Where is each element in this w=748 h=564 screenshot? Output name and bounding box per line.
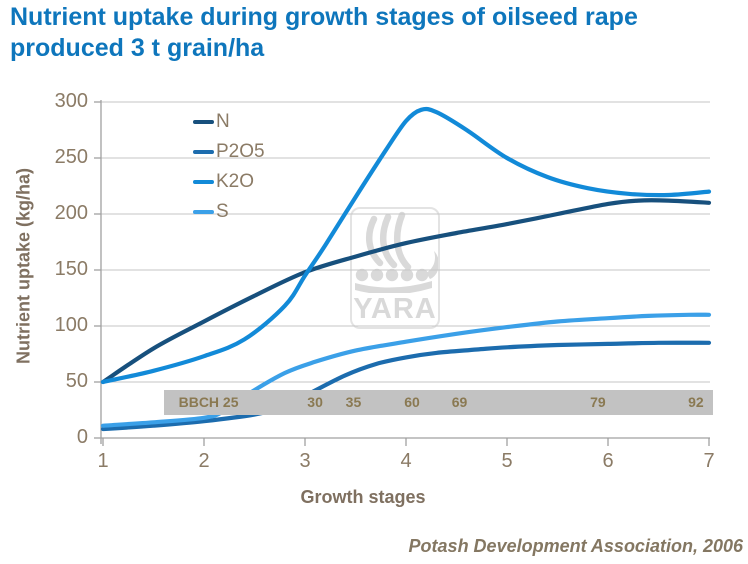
legend-swatch-s: [193, 209, 214, 215]
yara-watermark-text: YARA: [353, 293, 437, 325]
legend-swatch-k2o: [193, 179, 214, 185]
bbch-stage-label: 30: [307, 394, 323, 410]
legend-swatch-n: [193, 119, 214, 125]
series-line-p2o5: [100, 340, 712, 432]
x-tick-label: 2: [198, 450, 210, 472]
legend-label: N: [216, 111, 230, 132]
yara-ship-icon: [355, 211, 439, 295]
x-tick-label: 6: [602, 450, 614, 472]
legend-label: P2O5: [216, 141, 265, 162]
bbch-prefix-label: BBCH 25: [178, 394, 239, 410]
x-tick-label: 4: [400, 450, 412, 472]
x-tick-label: 1: [97, 450, 109, 472]
chart-title: Nutrient uptake during growth stages of …: [10, 2, 742, 64]
legend-label: S: [216, 201, 229, 222]
legend-swatch-p2o5: [193, 149, 214, 155]
legend-label: K2O: [216, 171, 255, 192]
legend-item-p2o5: P2O5: [193, 137, 265, 167]
bbch-stage-label: 92: [688, 394, 704, 410]
x-axis-title: Growth stages: [300, 487, 426, 507]
chart-title-line-1: Nutrient uptake during growth stages of …: [10, 3, 638, 31]
yara-watermark: YARA: [350, 207, 440, 329]
bbch-stage-label: 35: [345, 394, 362, 410]
x-tick-label: 5: [501, 450, 513, 472]
x-tick-label: 7: [703, 450, 715, 472]
y-tick-label: 0: [76, 426, 88, 448]
bbch-stage-label: 69: [451, 394, 468, 410]
bbch-stage-label: 60: [404, 394, 420, 410]
y-tick-label: 100: [54, 314, 88, 336]
chart-legend: N P2O5 K2O S: [193, 107, 265, 227]
legend-item-s: S: [193, 197, 265, 227]
legend-item-k2o: K2O: [193, 167, 265, 197]
y-tick-label: 50: [65, 370, 88, 392]
bbch-stage-bar: BBCH 25 30 35 60 69 79 92: [163, 390, 714, 415]
legend-item-n: N: [193, 107, 265, 137]
source-attribution: Potash Development Association, 2006: [408, 536, 743, 556]
x-tick-label: 3: [299, 450, 311, 472]
bbch-stage-label: 79: [590, 394, 606, 410]
y-tick-label: 150: [54, 258, 88, 280]
y-tick-label: 200: [54, 202, 88, 224]
chart-title-line-2: produced 3 t grain/ha: [10, 34, 265, 62]
y-tick-label: 250: [54, 146, 88, 168]
y-tick-label: 300: [54, 90, 88, 112]
